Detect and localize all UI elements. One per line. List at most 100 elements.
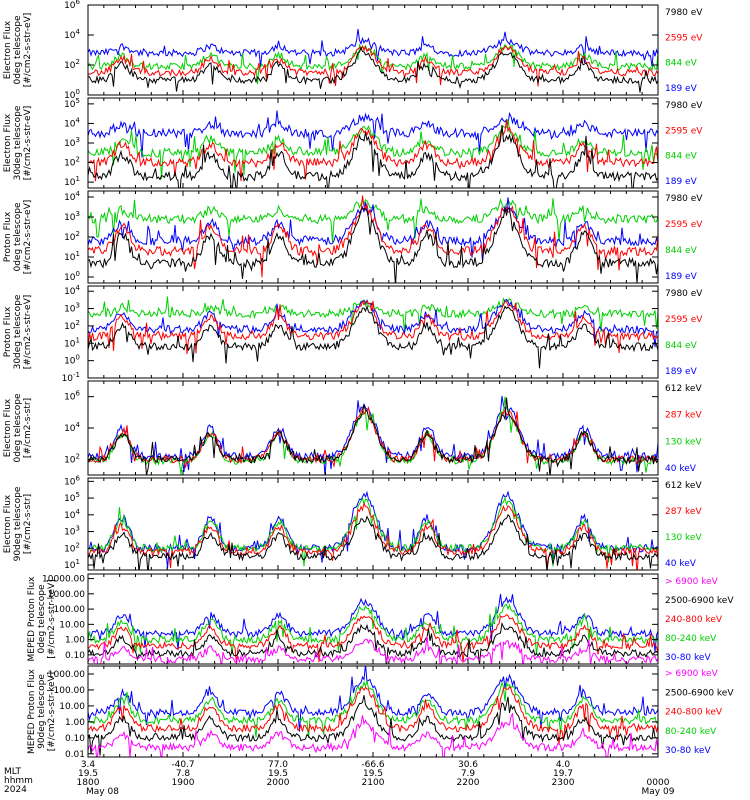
y-axis-label: MEPED Proton Flux xyxy=(27,668,37,754)
series-line-3 xyxy=(88,686,658,745)
series-line-2 xyxy=(88,119,658,180)
legend-entry: 130 keV xyxy=(665,437,702,447)
y-tick-label: 10-1 xyxy=(62,371,80,384)
y-tick-label: 104 xyxy=(64,421,80,434)
x-tick-label: 19.5 xyxy=(268,769,288,779)
y-tick-label: 101 xyxy=(64,250,80,263)
x-tick-label: 0000 xyxy=(647,778,670,788)
x-axis-row-label: MLT xyxy=(4,767,22,777)
legend-entry: 7980 eV xyxy=(665,194,703,204)
series-line-4 xyxy=(88,397,658,475)
y-tick-label: 102 xyxy=(64,452,80,465)
y-tick-label: 103 xyxy=(64,136,80,149)
y-tick-label: 104 xyxy=(64,28,80,41)
y-axis-label: 0deg telescope xyxy=(13,393,23,463)
y-axis-label: TED xyxy=(0,134,3,153)
legend-entry: 189 eV xyxy=(665,367,698,377)
y-tick-label: 101 xyxy=(64,558,80,571)
x-tick-label: 7.8 xyxy=(176,769,191,779)
legend-entry: 2595 eV xyxy=(665,220,703,230)
series-line-4 xyxy=(88,46,658,93)
y-tick-label: 105 xyxy=(64,491,80,504)
legend-entry: 130 keV xyxy=(665,533,702,543)
y-tick-label: 101 xyxy=(64,175,80,188)
series-line-3 xyxy=(88,501,658,570)
legend-entry: 612 keV xyxy=(665,384,702,394)
legend-entry: 189 eV xyxy=(665,84,698,94)
y-axis-label: TED xyxy=(0,228,3,247)
y-axis-label: 30deg telescope xyxy=(13,105,23,180)
series-line-1 xyxy=(88,28,658,67)
y-tick-label: 100 xyxy=(64,354,80,367)
series-line-3 xyxy=(88,614,658,664)
series-line-3 xyxy=(88,299,658,354)
legend-entry: 287 keV xyxy=(665,411,702,421)
series-line-2 xyxy=(88,680,658,739)
legend-entry: 7980 eV xyxy=(665,289,703,299)
legend-entry: 80-240 keV xyxy=(665,634,717,644)
legend-entry: 2595 eV xyxy=(665,33,703,43)
legend-entry: 844 eV xyxy=(665,152,698,162)
x-tick-label: 2300 xyxy=(552,778,575,788)
x-tick-label: 7.9 xyxy=(461,769,476,779)
legend-entry: 2595 eV xyxy=(665,126,703,136)
y-tick-label: 10.00 xyxy=(59,620,85,630)
y-tick-label: 102 xyxy=(64,230,80,243)
series-line-4 xyxy=(88,304,658,369)
x-tick-label: 3.4 xyxy=(81,760,96,770)
y-tick-label: 1000.00 xyxy=(48,590,85,600)
x-tick-label: 77.0 xyxy=(268,760,288,770)
legend-entry: 80-240 keV xyxy=(665,727,717,737)
series-line-3 xyxy=(88,44,658,87)
series-line-4 xyxy=(88,514,658,570)
series-line-2 xyxy=(88,197,658,262)
legend-entry: 240-800 keV xyxy=(665,708,723,718)
x-tick-label: 1800 xyxy=(77,778,100,788)
series-line-1 xyxy=(88,110,658,158)
series-line-4 xyxy=(88,206,658,283)
y-axis-label: 30deg telescope xyxy=(13,294,23,369)
legend-entry: > 6900 keV xyxy=(665,577,719,587)
x-tick-label: 4.0 xyxy=(556,760,571,770)
panel-5: 102 104 106 MEPED Electron Flux 0deg telescop… xyxy=(0,380,702,476)
series-line-4 xyxy=(88,125,658,188)
y-axis-label: [#/cm2-s-str-eV] xyxy=(23,200,33,275)
panel-frame xyxy=(87,97,659,189)
y-axis-label: 0deg telescope xyxy=(13,15,23,85)
series-line-1 xyxy=(88,666,658,732)
legend-entry: 30-80 keV xyxy=(665,746,711,756)
y-tick-label: 103 xyxy=(64,525,80,538)
y-tick-label: 106 xyxy=(64,390,80,403)
x-axis-row-label: hhmm xyxy=(4,776,33,786)
y-tick-label: 104 xyxy=(64,284,80,297)
panel-2: 101 102 103 104 105 TED Electron Flux 30deg tel… xyxy=(0,97,703,189)
series-line-1 xyxy=(88,395,658,475)
y-axis-label: 0deg telescope xyxy=(37,584,47,654)
y-axis-label: [#/cm2-s-str-keV] xyxy=(47,672,57,751)
y-tick-label: 104 xyxy=(64,190,80,203)
y-tick-label: 104 xyxy=(64,116,80,129)
y-axis-label: [#/cm2-s-str-keV] xyxy=(47,579,57,658)
y-tick-label: 0.10 xyxy=(65,651,85,661)
legend-entry: 40 keV xyxy=(665,559,697,569)
x-tick-label: 30.6 xyxy=(458,760,478,770)
y-axis-label: [#/cm2-s-str-eV] xyxy=(23,106,33,181)
x-tick-label: 19.5 xyxy=(363,769,383,779)
x-tick-label: 2100 xyxy=(362,778,385,788)
y-tick-label: 1.00 xyxy=(65,718,85,728)
y-tick-label: 0.10 xyxy=(65,734,85,744)
y-tick-label: 101 xyxy=(64,336,80,349)
legend-entry: 2595 eV xyxy=(665,315,703,325)
series-line-3 xyxy=(88,120,658,182)
series-line-2 xyxy=(88,603,658,655)
y-axis-label: 90deg telescope xyxy=(37,674,47,749)
y-tick-label: 102 xyxy=(64,319,80,332)
legend-entry: 7980 eV xyxy=(665,8,703,18)
panel-frame xyxy=(87,380,659,476)
y-axis-label: TED xyxy=(0,41,3,60)
legend-entry: 844 eV xyxy=(665,246,698,256)
y-axis-label: [#/cm2-s-str-eV] xyxy=(23,295,33,370)
y-tick-label: 1.00 xyxy=(65,636,85,646)
y-tick-label: 10000.00 xyxy=(42,575,85,585)
